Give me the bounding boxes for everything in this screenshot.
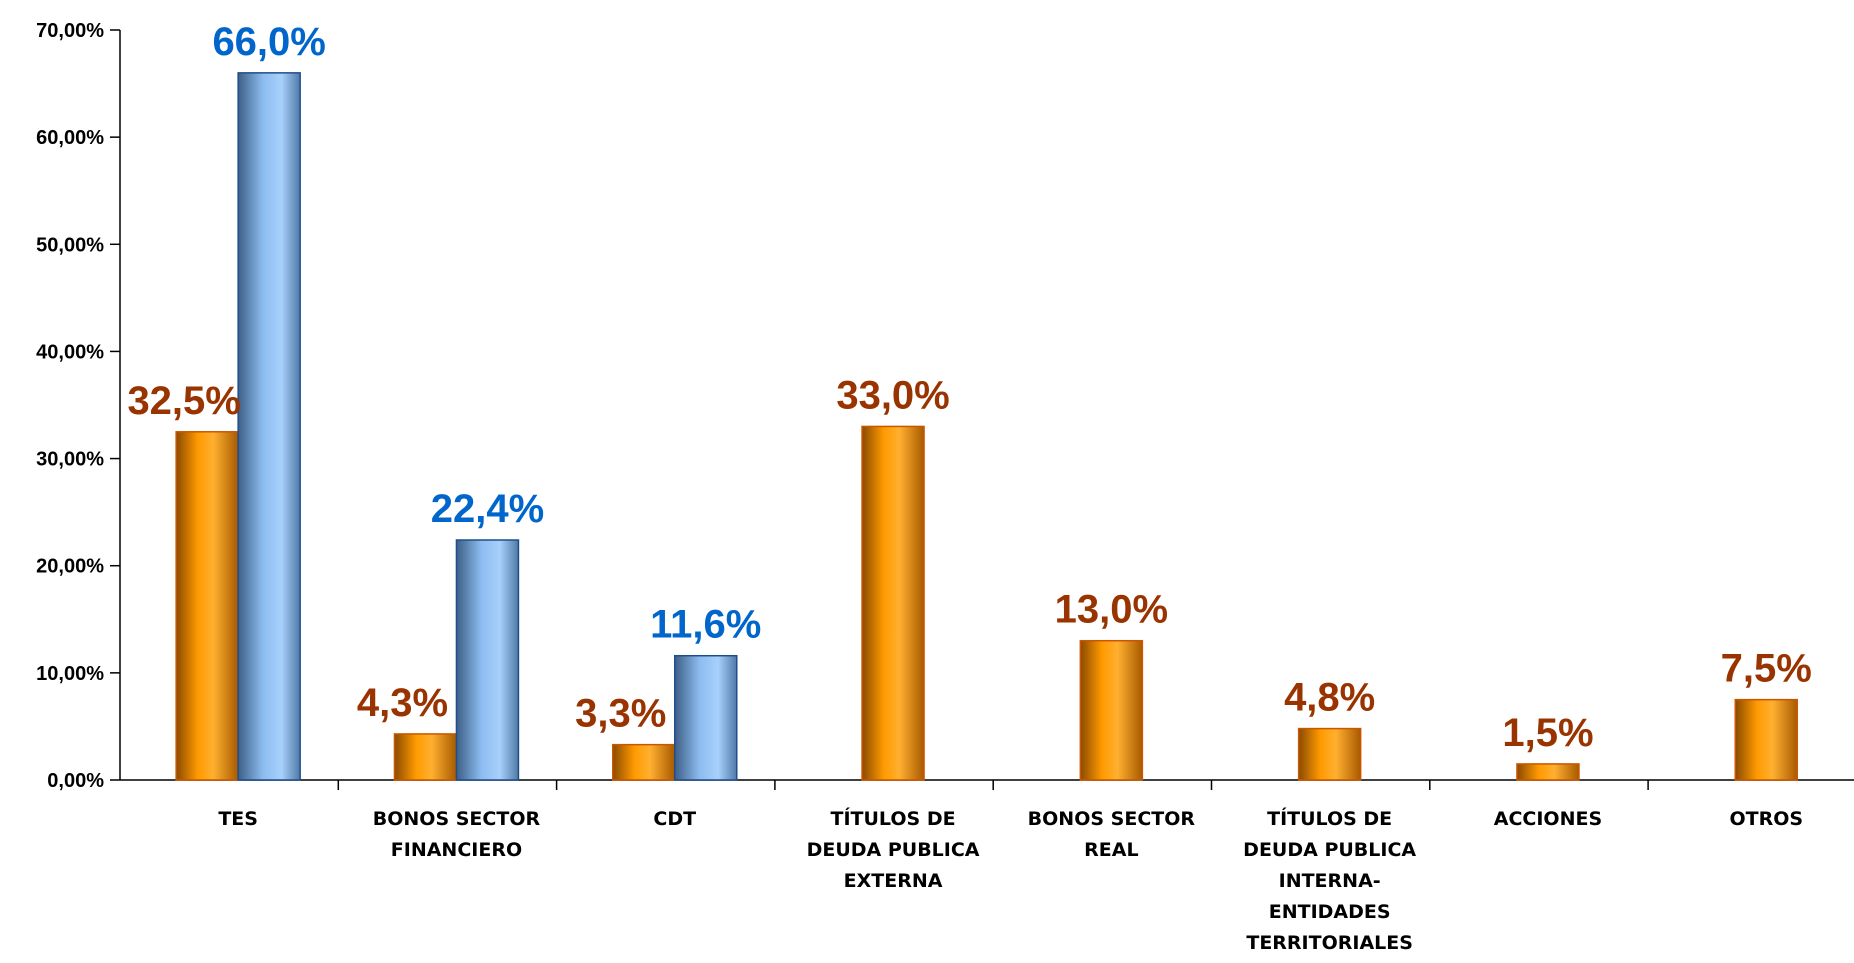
bar <box>675 656 737 780</box>
data-label: 7,5% <box>1721 647 1812 691</box>
y-tick-label: 40,00% <box>36 341 104 363</box>
data-label: 11,6% <box>650 603 761 647</box>
x-tick-label: INTERNA- <box>1279 870 1381 892</box>
data-label: 3,3% <box>575 692 666 736</box>
bar <box>176 432 238 780</box>
x-tick-label: TÍTULOS DE <box>1267 807 1392 830</box>
x-tick-label: BONOS SECTOR <box>1028 808 1196 830</box>
x-tick-label: DEUDA PUBLICA <box>807 839 980 861</box>
x-tick-label: TÍTULOS DE <box>831 807 956 830</box>
bar <box>613 745 675 780</box>
axes: 0,00% 10,00% 20,00% 30,00% 40,00% 50,00% 60,00… <box>36 20 1854 954</box>
y-tick-label: 20,00% <box>36 556 104 578</box>
data-label: 1,5% <box>1502 711 1593 755</box>
bar <box>238 73 300 780</box>
data-label: 13,0% <box>1055 588 1168 632</box>
y-tick-label: 50,00% <box>36 234 104 256</box>
x-tick-label: OTROS <box>1729 808 1803 830</box>
x-tick-label: REAL <box>1084 839 1138 861</box>
bar <box>1299 729 1361 780</box>
data-label: 66,0% <box>212 20 325 64</box>
data-label: 4,8% <box>1284 676 1375 720</box>
bar <box>1517 764 1579 780</box>
data-label: 4,3% <box>357 681 448 725</box>
bars <box>176 73 1797 780</box>
x-tick-label: CDT <box>653 808 696 830</box>
y-tick-label: 70,00% <box>36 20 104 42</box>
data-label: 22,4% <box>431 487 544 531</box>
bar <box>1735 700 1797 780</box>
x-tick-label: ACCIONES <box>1494 808 1602 830</box>
bar <box>862 426 924 780</box>
data-label: 32,5% <box>127 379 240 423</box>
x-tick-label: EXTERNA <box>844 870 943 892</box>
data-label: 33,0% <box>836 373 949 417</box>
x-tick-label: TES <box>218 808 258 830</box>
y-tick-label: 10,00% <box>36 663 104 685</box>
bar <box>1080 641 1142 780</box>
bar <box>456 540 518 780</box>
x-tick-label: TERRITORIALES <box>1246 932 1413 954</box>
x-tick-label: ENTIDADES <box>1269 901 1391 923</box>
x-tick-label: BONOS SECTOR <box>373 808 541 830</box>
x-tick-label: FINANCIERO <box>391 839 522 861</box>
x-tick-label: DEUDA PUBLICA <box>1243 839 1416 861</box>
bar <box>394 734 456 780</box>
y-tick-label: 30,00% <box>36 449 104 471</box>
data-labels: 32,5% 66,0% 4,3% 22,4% 3,3% 11,6% 33,0% 13,0% 4,… <box>127 20 1811 755</box>
y-tick-label: 0,00% <box>47 770 104 792</box>
y-tick-label: 60,00% <box>36 127 104 149</box>
